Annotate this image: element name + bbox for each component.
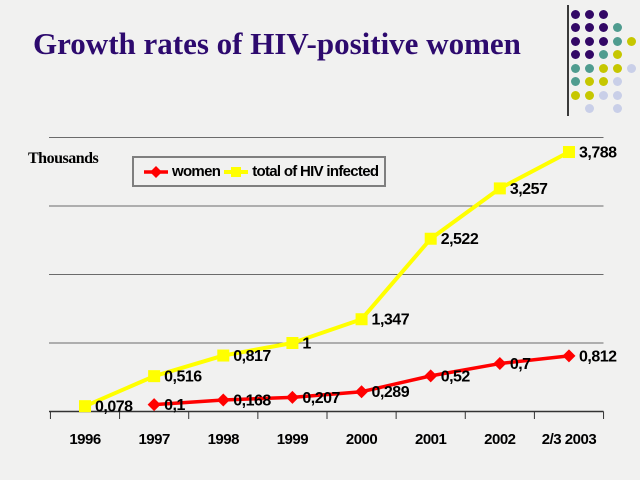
decoration-dot xyxy=(584,63,594,73)
decoration-dot xyxy=(612,77,622,86)
marker-square-1996 xyxy=(79,400,91,413)
decoration-dot xyxy=(598,36,608,46)
marker-diamond-1998 xyxy=(216,393,230,407)
marker-square-2/3 2003 xyxy=(562,146,575,159)
marker-diamond-1999 xyxy=(285,390,299,404)
decoration-dot xyxy=(570,77,580,86)
decoration-dot xyxy=(626,63,636,73)
marker-square-2001 xyxy=(424,232,437,245)
x-axis-label: 2002 xyxy=(484,431,516,448)
decoration-dot xyxy=(612,90,622,100)
decoration-dot xyxy=(584,104,594,113)
data-label: 0,207 xyxy=(302,390,340,407)
slide-title: Growth rates of HIV-positive women xyxy=(33,26,521,61)
legend-label: women xyxy=(172,163,221,180)
decoration-dot xyxy=(570,63,580,73)
decoration-dot xyxy=(612,63,622,73)
decoration-dot xyxy=(612,36,622,46)
x-axis-label: 1999 xyxy=(277,431,309,448)
legend-label: total of HIV infected xyxy=(252,163,379,180)
decoration-dot xyxy=(612,50,622,59)
marker-square-1997 xyxy=(148,370,161,383)
x-axis-label: 1996 xyxy=(69,431,101,448)
x-axis-label: 2000 xyxy=(346,431,378,448)
chart-legend: women total of HIV infected xyxy=(132,156,387,187)
marker-diamond-2000 xyxy=(355,385,369,399)
data-label: 3,257 xyxy=(510,181,548,198)
legend-marker-diamond-icon xyxy=(144,165,168,179)
decoration-dot xyxy=(584,36,594,46)
marker-diamond-2/3 2003 xyxy=(562,349,576,363)
decoration-dot xyxy=(584,9,594,19)
data-label: 0,078 xyxy=(95,399,133,416)
decoration-dot xyxy=(570,90,580,100)
decoration-dot xyxy=(612,23,622,32)
decoration-dot xyxy=(598,9,608,19)
decoration-dot xyxy=(598,90,608,100)
legend-marker-square-icon xyxy=(224,165,249,179)
marker-square-1998 xyxy=(217,349,230,362)
marker-diamond-1997 xyxy=(147,398,161,412)
decoration-dot xyxy=(626,36,636,46)
decoration-dot xyxy=(598,63,608,73)
x-axis-label: 2/3 2003 xyxy=(542,431,597,448)
data-label: 1,347 xyxy=(372,312,410,329)
decoration-dot xyxy=(598,77,608,86)
data-label: 0,52 xyxy=(441,368,471,385)
decoration-dot xyxy=(570,36,580,46)
marker-square-1999 xyxy=(286,337,299,349)
x-axis-label: 1997 xyxy=(138,431,170,448)
data-label: 0,1 xyxy=(164,397,185,414)
decoration-separator-line xyxy=(567,5,569,116)
marker-square-2000 xyxy=(355,313,368,326)
data-label: 2,522 xyxy=(441,231,479,248)
data-label: 0,289 xyxy=(372,384,410,401)
decoration-dot xyxy=(584,23,594,32)
marker-square-2002 xyxy=(493,182,506,195)
data-label: 0,817 xyxy=(233,348,271,365)
decoration-dot xyxy=(598,50,608,59)
data-label: 0,168 xyxy=(233,392,271,409)
decoration-dot xyxy=(584,90,594,100)
series-line-square xyxy=(83,150,571,409)
data-label: 3,788 xyxy=(579,145,617,162)
decoration-dot xyxy=(584,77,594,86)
decoration-dot xyxy=(570,23,580,32)
marker-diamond-2002 xyxy=(493,357,507,371)
decoration-dot xyxy=(584,50,594,59)
x-axis-label: 1998 xyxy=(208,431,240,448)
y-axis-title: Thousands xyxy=(28,150,99,167)
data-label: 0,516 xyxy=(164,369,202,386)
data-label: 1 xyxy=(302,336,311,353)
decoration-dot xyxy=(570,50,580,59)
data-label: 0,7 xyxy=(510,356,531,373)
data-label: 0,812 xyxy=(579,348,617,365)
decoration-dot xyxy=(570,9,580,19)
decoration-dot xyxy=(598,23,608,32)
marker-diamond-2001 xyxy=(424,369,438,383)
x-axis-label: 2001 xyxy=(415,431,447,448)
decoration-dot xyxy=(612,104,622,113)
